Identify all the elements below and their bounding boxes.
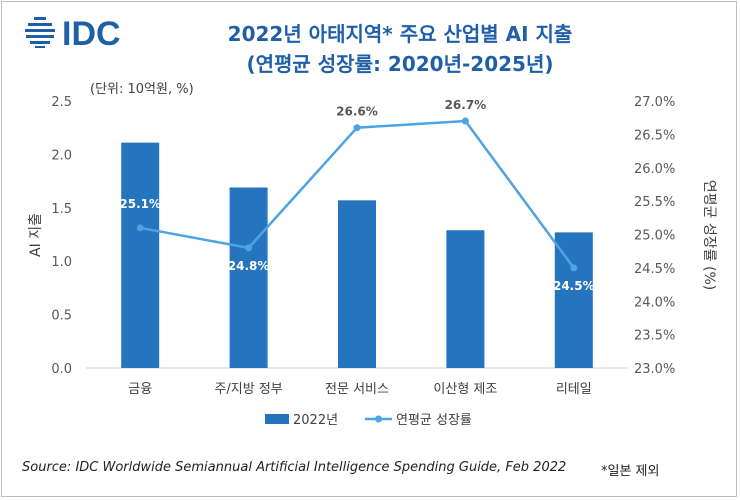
cagr-point-4: [461, 117, 469, 125]
y-tick-label: 0.5: [51, 309, 72, 324]
bar-2: [229, 187, 268, 368]
cagr-label-4: 26.7%: [445, 98, 487, 112]
y2-tick-label: 26.0%: [634, 162, 675, 177]
y2-tick-label: 25.5%: [634, 195, 675, 210]
legend-bar-label: 2022년: [293, 413, 338, 428]
footnote: *일본 제외: [601, 464, 660, 479]
legend-line-marker: [375, 415, 382, 423]
cagr-label-1: 25.1%: [119, 197, 161, 211]
cagr-point-1: [136, 224, 144, 232]
y2-tick-label: 23.5%: [634, 329, 675, 344]
cagr-point-5: [570, 264, 578, 272]
bar-1: [121, 142, 160, 368]
y-tick-label: 1.5: [51, 202, 72, 217]
y2-tick-label: 25.0%: [634, 229, 675, 244]
y2-tick-label: 27.0%: [634, 95, 675, 110]
bar-5: [554, 232, 593, 368]
legend-bar-swatch: [265, 414, 289, 424]
y-tick-label: 2.5: [51, 95, 72, 110]
y2-tick-label: 26.5%: [634, 128, 675, 143]
y-axis-title: AI 지출: [28, 213, 44, 257]
y-tick-label: 2.0: [51, 148, 72, 163]
globe-icon: [25, 17, 55, 48]
idc-logo: IDC: [25, 15, 121, 50]
cagr-point-2: [245, 244, 253, 252]
x-tick-label: 리테일: [556, 382, 592, 397]
cagr-label-5: 24.5%: [553, 279, 595, 293]
legend-line-label: 연평균 성장률: [396, 413, 472, 428]
cagr-label-3: 26.6%: [336, 105, 378, 119]
y2-axis-title: 연평균 성장률 (%): [701, 180, 717, 290]
y2-tick-label: 24.5%: [634, 262, 675, 277]
source-note: Source: IDC Worldwide Semiannual Artific…: [22, 460, 567, 475]
bar-4: [446, 230, 485, 368]
x-tick-label: 금융: [128, 382, 152, 397]
y-tick-label: 0.0: [51, 362, 72, 377]
x-tick-label: 이산형 제조: [433, 382, 497, 397]
y2-tick-label: 24.0%: [634, 295, 675, 310]
logo-text: IDC: [62, 15, 121, 50]
cagr-point-3: [353, 124, 361, 132]
y2-tick-label: 23.0%: [634, 362, 675, 377]
y-tick-label: 1.0: [51, 255, 72, 270]
unit-note: (단위: 10억원, %): [90, 82, 194, 97]
chart-subtitle: (연평균 성장률: 2020년-2025년): [246, 52, 554, 76]
x-tick-label: 전문 서비스: [325, 382, 389, 397]
bar-3: [338, 200, 376, 368]
chart-title: 2022년 아태지역* 주요 산업별 AI 지출: [227, 22, 573, 46]
cagr-label-2: 24.8%: [228, 259, 270, 273]
x-tick-label: 주/지방 정부: [214, 382, 282, 397]
